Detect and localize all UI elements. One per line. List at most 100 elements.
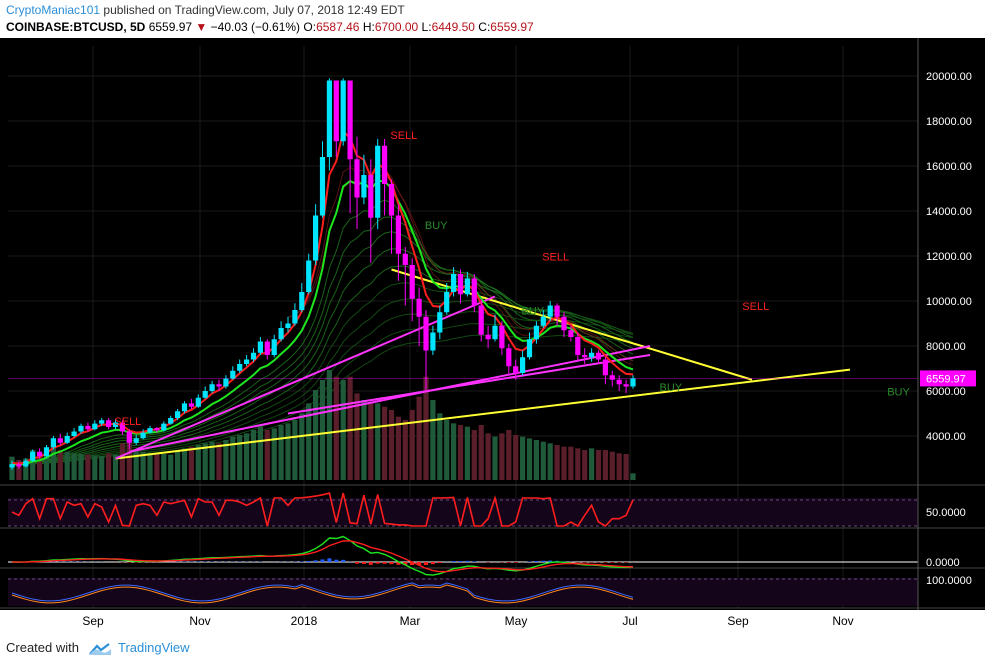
candle: [147, 425, 153, 434]
candle: [106, 418, 112, 430]
candle: [451, 267, 457, 297]
candle: [161, 421, 167, 432]
symbol-label[interactable]: COINBASE:BTCUSD, 5D: [6, 20, 146, 34]
candle-body: [50, 438, 56, 448]
chart-area[interactable]: SELL SELL SELL SELL BUY BUY BUY BUY 50.0000 0.00…: [0, 38, 985, 632]
volume-bar: [30, 450, 36, 480]
candle: [520, 350, 526, 376]
candle: [133, 434, 139, 445]
volume-bar: [37, 453, 43, 480]
macd-hist-bar: [320, 559, 325, 562]
volume-bar: [264, 430, 270, 480]
candle-body: [423, 316, 429, 351]
candle-body: [244, 359, 250, 364]
volume-bar: [430, 400, 436, 480]
candle: [257, 337, 263, 355]
candle-body: [506, 348, 512, 367]
candle-body: [57, 438, 63, 443]
volume-bar: [244, 433, 250, 480]
candle: [602, 357, 608, 385]
candle-body: [16, 464, 22, 467]
volume-bar: [568, 446, 574, 480]
volume-bar: [271, 428, 277, 480]
candle-body: [485, 334, 491, 340]
candle-body: [126, 431, 132, 443]
price-tick-label: 18000.00: [926, 116, 972, 128]
volume-bar: [140, 451, 146, 480]
macd-hist-bar: [424, 562, 428, 565]
candle: [244, 355, 250, 367]
candle-body: [451, 274, 457, 292]
candle-body: [306, 260, 312, 292]
candle-body: [437, 312, 443, 333]
volume-bar: [319, 380, 326, 480]
price-axis: 20000.00 18000.00 16000.00 14000.00 12000.00…: [917, 38, 976, 632]
candle: [361, 154, 367, 205]
volume-bar: [388, 410, 395, 480]
macd-hist-bar: [403, 562, 408, 565]
macd-hist-bar: [313, 560, 318, 562]
candle-body: [195, 397, 201, 407]
candle: [430, 325, 436, 355]
candle: [71, 428, 77, 438]
author-link[interactable]: CryptoManiac101: [6, 3, 101, 17]
macd-line: [11, 535, 634, 576]
tradingview-logo-icon: [88, 642, 111, 655]
candle: [409, 258, 415, 322]
candle-body: [388, 184, 395, 216]
candle: [368, 159, 374, 263]
publish-text: published on TradingView.com, July 07, 2…: [103, 3, 405, 17]
volume-bar: [623, 454, 629, 480]
candle: [561, 312, 567, 337]
candle: [423, 310, 429, 391]
candle-body: [575, 337, 581, 355]
volume-bar: [589, 448, 595, 480]
candle-body: [347, 80, 353, 160]
volume-bar: [437, 413, 443, 480]
candle-body: [333, 80, 339, 142]
candle-body: [319, 157, 326, 216]
candle-body: [623, 384, 629, 387]
candle-body: [271, 339, 277, 355]
candle-body: [64, 436, 70, 443]
candle: [126, 429, 132, 450]
volume-bar: [492, 436, 498, 480]
candle-body: [375, 145, 381, 218]
candle: [319, 141, 326, 218]
candle-body: [582, 355, 588, 358]
close-value: 6559.97: [490, 20, 534, 34]
macd-hist-bar: [382, 562, 387, 564]
candle: [485, 325, 491, 349]
stoch-k-line: [11, 582, 634, 602]
chart-svg[interactable]: SELL SELL SELL SELL BUY BUY BUY BUY 50.0000 0.00…: [0, 38, 985, 632]
volume-bar: [423, 376, 429, 480]
macd-hist-bar: [396, 562, 401, 565]
candle: [395, 204, 401, 281]
volume-bar: [457, 425, 464, 480]
time-tick-label: Mar: [400, 614, 421, 628]
candle: [278, 321, 284, 342]
volume-bar: [175, 450, 181, 480]
candle: [457, 269, 464, 304]
last-price-badge: [920, 370, 976, 387]
rsi-band: [8, 498, 918, 526]
candle: [99, 418, 105, 426]
volume-bar: [375, 403, 381, 480]
time-tick-label: Jul: [622, 614, 637, 628]
volume-bar: [326, 370, 332, 480]
price-tick-label: 12000.00: [926, 251, 972, 263]
candle-body: [471, 278, 477, 306]
candle-body: [181, 403, 188, 412]
price-change: −40.03 (−0.61%): [210, 20, 301, 34]
candle-body: [340, 80, 346, 142]
candle-body: [554, 305, 560, 317]
candle: [37, 448, 43, 459]
candle-body: [368, 175, 374, 218]
down-arrow-icon: ▼: [195, 20, 208, 34]
candle: [202, 386, 208, 399]
candle-body: [154, 428, 160, 431]
tradingview-link[interactable]: TradingView: [118, 640, 190, 655]
stoch-band: [8, 578, 918, 606]
candle: [382, 139, 388, 216]
high-label: H:: [362, 20, 375, 34]
